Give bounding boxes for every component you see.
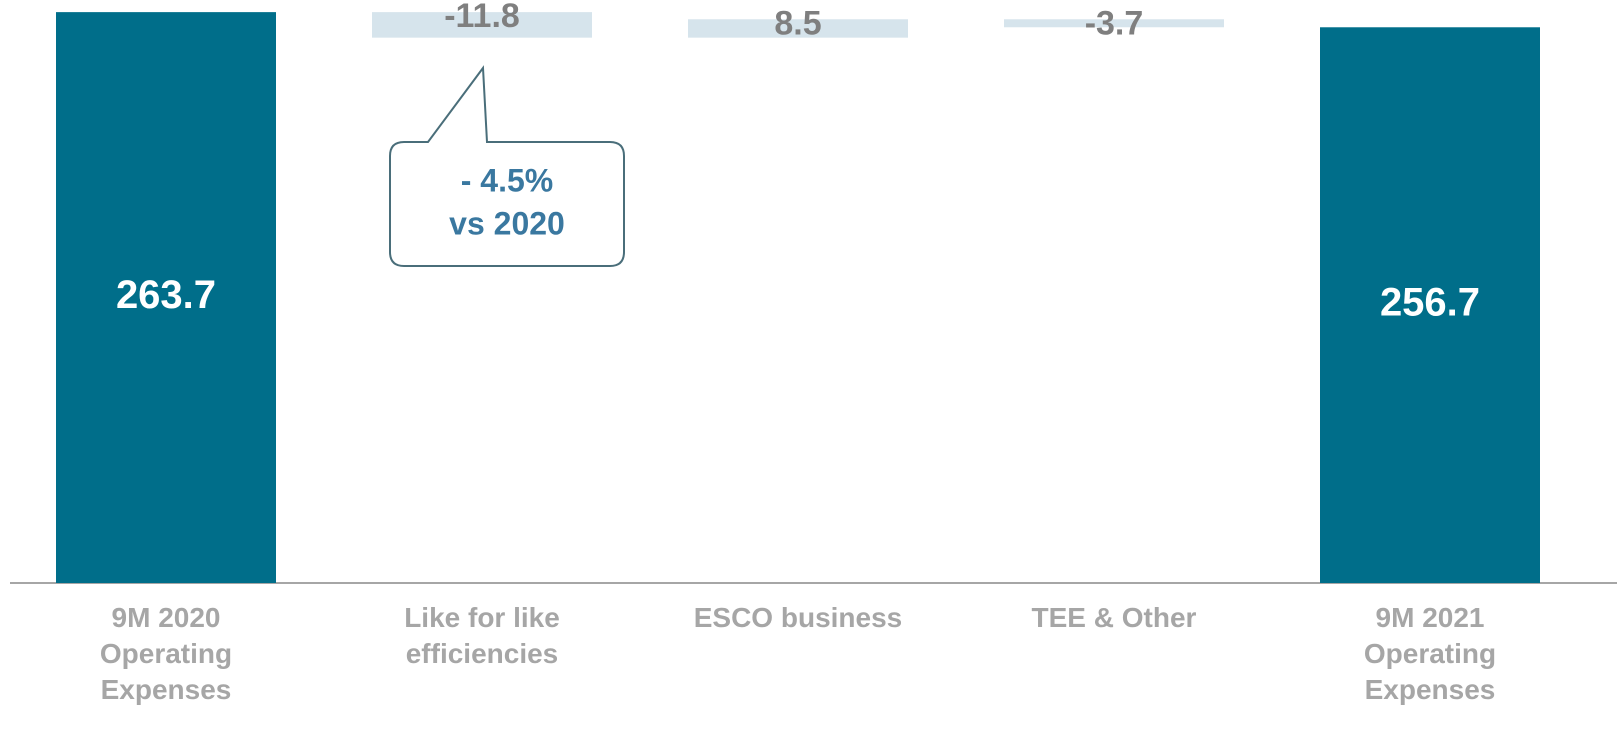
x-tick-label: 9M 2021 Operating Expenses	[1363, 602, 1497, 705]
x-tick-label: ESCO business	[693, 602, 903, 633]
value-label: 263.7	[116, 273, 216, 317]
delta-bar	[372, 12, 592, 38]
annotation: - 4.5%	[461, 162, 553, 198]
total-bar	[56, 12, 276, 583]
value-label: -11.8	[444, 0, 520, 35]
delta-bar	[1004, 19, 1224, 28]
x-tick-label: Like for like efficiencies	[404, 602, 560, 669]
total-bar	[1320, 27, 1540, 583]
delta-bar	[688, 19, 908, 38]
x-tick-label: TEE & Other	[1031, 602, 1197, 633]
x-tick-label: 9M 2020 Operating Expenses	[99, 602, 233, 705]
value-label: 8.5	[774, 4, 821, 42]
annotation: vs 2020	[449, 205, 565, 241]
value-label: 256.7	[1380, 281, 1480, 325]
value-label: -3.7	[1085, 4, 1144, 42]
callout	[389, 65, 625, 267]
